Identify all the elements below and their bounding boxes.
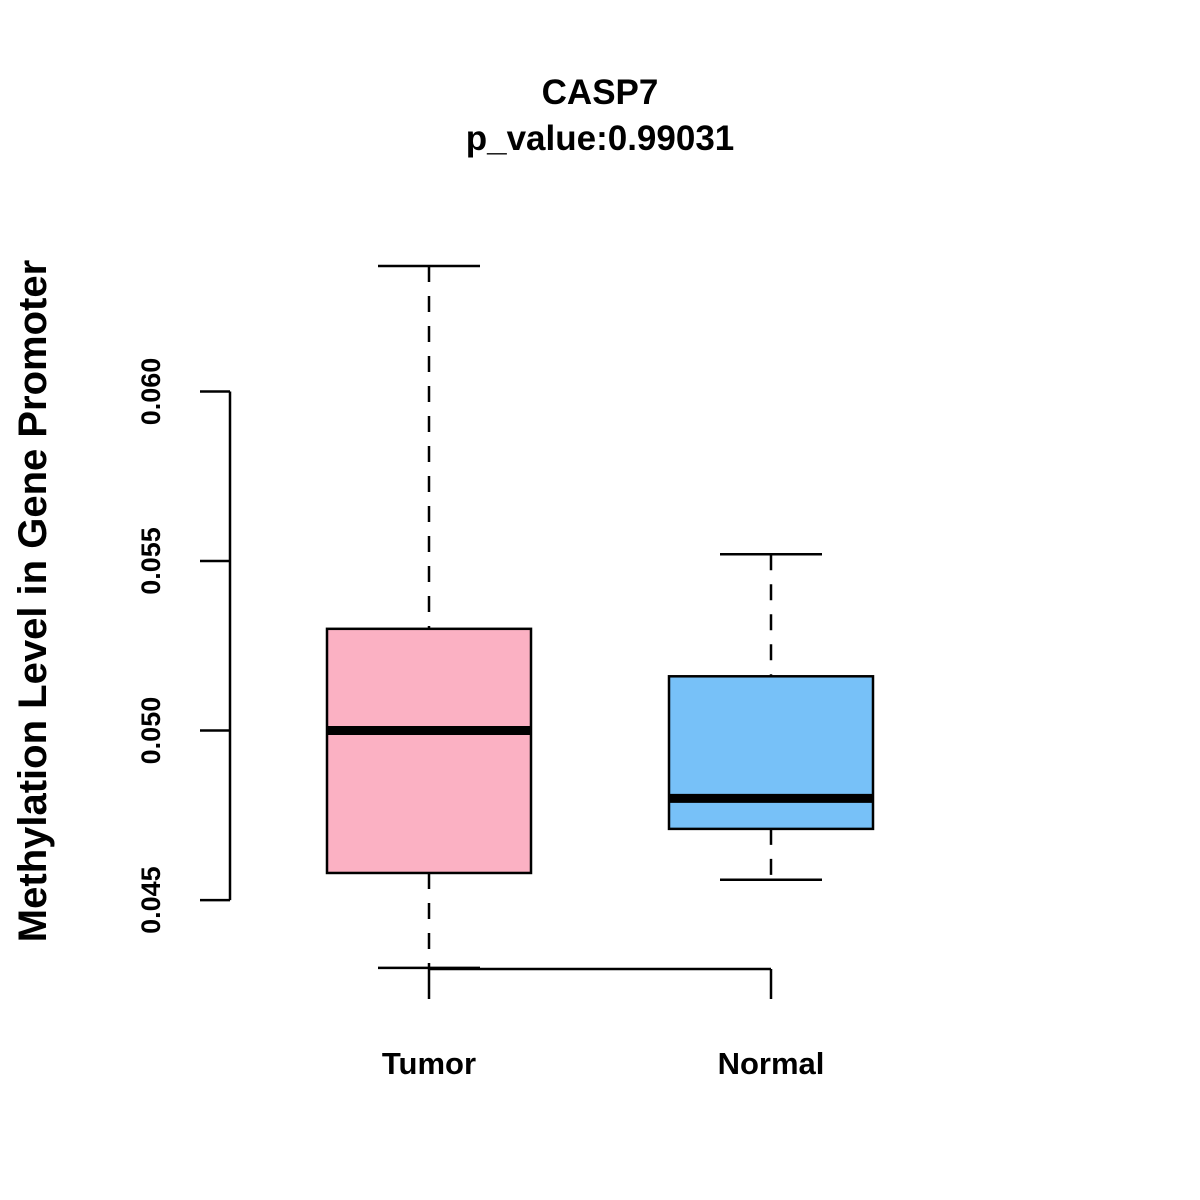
y-axis-label: Methylation Level in Gene Promoter: [11, 260, 55, 942]
box-rect-normal: [667, 675, 875, 831]
y-tick-label-1: 0.050: [136, 697, 166, 765]
y-tick-label-2: 0.055: [136, 527, 166, 595]
y-tick-label-3: 0.060: [136, 358, 166, 426]
box-rect-tumor: [325, 627, 533, 875]
chart-title: CASP7: [542, 73, 659, 112]
y-tick-label-0: 0.045: [136, 866, 166, 934]
box-tumor: [325, 264, 533, 970]
y-axis: 0.045 0.050 0.055 0.060: [136, 358, 232, 934]
x-axis: Tumor Normal: [382, 967, 825, 1081]
boxes-group: [325, 264, 875, 970]
x-tick-label-normal: Normal: [718, 1046, 825, 1081]
chart-subtitle: p_value:0.99031: [466, 119, 735, 158]
x-tick-label-tumor: Tumor: [382, 1046, 476, 1081]
box-normal: [667, 552, 875, 882]
